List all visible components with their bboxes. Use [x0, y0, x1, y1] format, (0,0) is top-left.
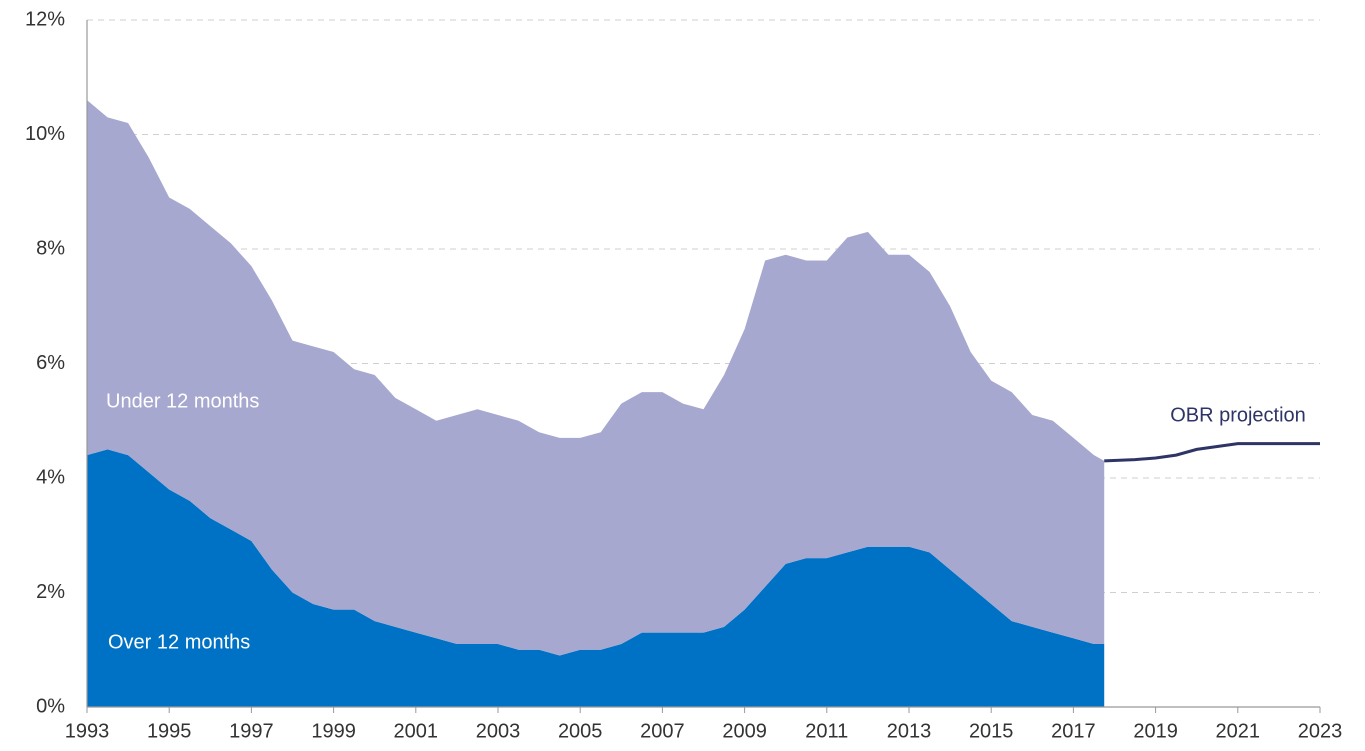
- x-tick-label: 2013: [887, 720, 932, 742]
- projection-line: [1104, 442, 1320, 463]
- x-tick-label: 2019: [1133, 720, 1178, 742]
- y-tick-label: 10%: [25, 123, 65, 145]
- y-tick-label: 2%: [36, 581, 65, 603]
- x-tick-label: 2015: [969, 720, 1014, 742]
- y-tick-label: 8%: [36, 237, 65, 259]
- area: [87, 100, 1105, 656]
- series-label: OBR projection: [1170, 404, 1306, 426]
- x-tick-label: 1997: [229, 720, 274, 742]
- series-label: Under 12 months: [106, 390, 259, 412]
- x-tick-label: 2023: [1298, 720, 1343, 742]
- x-tick-label: 2003: [476, 720, 521, 742]
- x-tick-label: 2005: [558, 720, 603, 742]
- area: [87, 449, 1105, 707]
- y-tick-label: 12%: [25, 8, 65, 30]
- x-tick-label: 1999: [311, 720, 356, 742]
- y-tick-label: 0%: [36, 695, 65, 717]
- y-tick-label: 4%: [36, 466, 65, 488]
- series-label: Over 12 months: [108, 631, 250, 653]
- x-tick-label: 2011: [805, 720, 848, 742]
- x-tick-label: 2007: [640, 720, 685, 742]
- x-tick-label: 2009: [722, 720, 767, 742]
- x-tick-label: 2021: [1216, 720, 1261, 742]
- y-tick-label: 6%: [36, 352, 65, 374]
- x-tick-label: 1995: [147, 720, 192, 742]
- x-tick-label: 2001: [394, 720, 439, 742]
- x-tick-label: 2017: [1051, 720, 1096, 742]
- x-tick-label: 1993: [65, 720, 110, 742]
